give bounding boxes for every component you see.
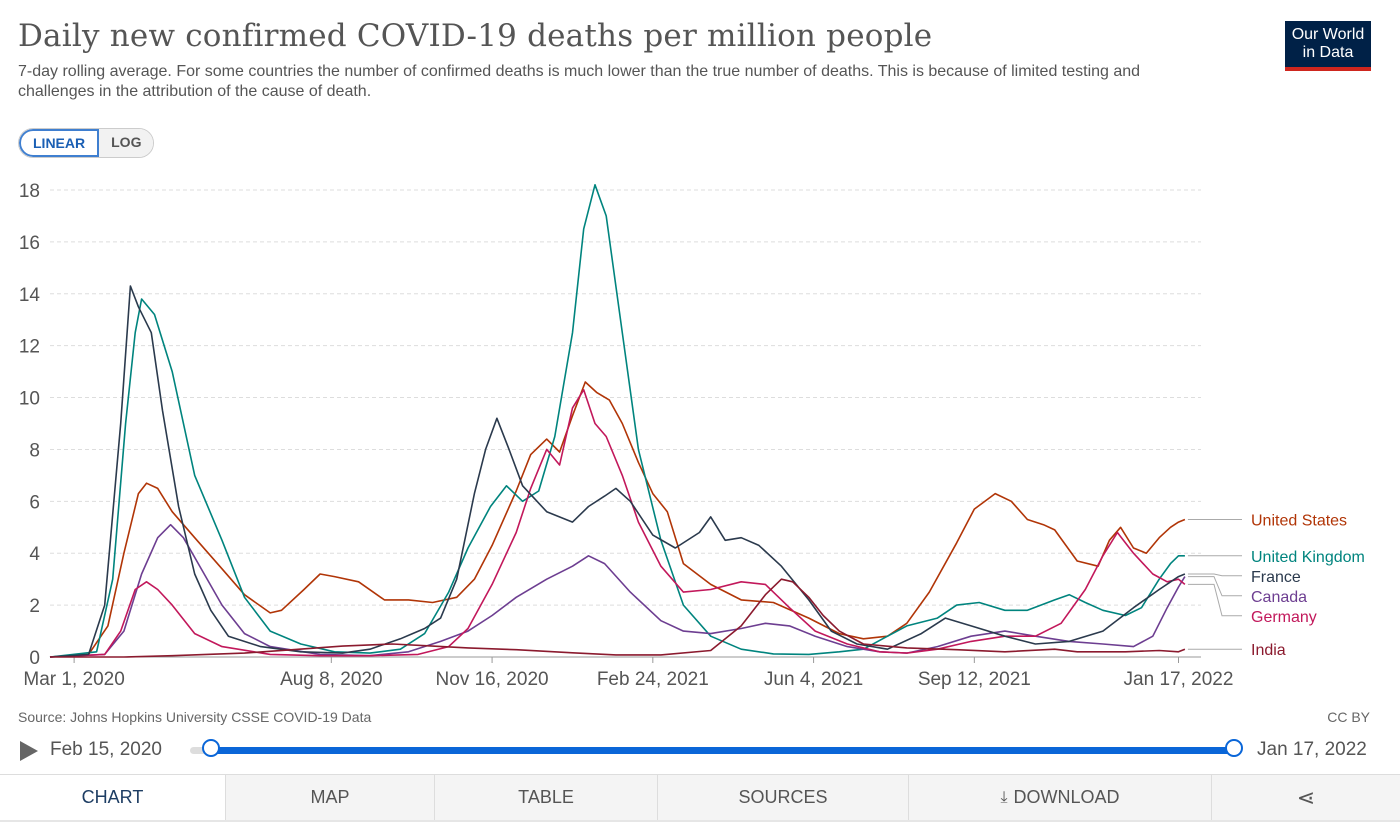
y-tick-label: 14 bbox=[19, 285, 41, 306]
x-tick-label: Nov 16, 2020 bbox=[436, 669, 549, 690]
legend-leader-line bbox=[1187, 583, 1242, 617]
legend-label[interactable]: Germany bbox=[1251, 609, 1317, 626]
timeline-start-handle[interactable] bbox=[202, 739, 220, 757]
y-tick-label: 2 bbox=[29, 596, 40, 617]
end-labels: United States United Kingdom France Canada G… bbox=[1187, 512, 1365, 659]
tab-download-label: DOWNLOAD bbox=[1013, 787, 1120, 807]
tab-download[interactable]: ⤓ DOWNLOAD bbox=[908, 775, 1211, 820]
timeline: Feb 15, 2020 Jan 17, 2022 bbox=[0, 734, 1400, 768]
series-line-canada[interactable] bbox=[49, 523, 1186, 658]
tab-sources[interactable]: SOURCES bbox=[657, 775, 908, 820]
source-note: Source: Johns Hopkins University CSSE CO… bbox=[18, 709, 372, 725]
tab-chart-label: CHART bbox=[81, 787, 144, 807]
linear-scale-button[interactable]: LINEAR bbox=[19, 129, 100, 157]
x-tick-label: Jan 17, 2022 bbox=[1124, 669, 1234, 690]
chart-subtitle: 7-day rolling average. For some countrie… bbox=[18, 63, 1141, 100]
legend-label[interactable]: India bbox=[1251, 642, 1286, 659]
timeline-end-handle[interactable] bbox=[1225, 739, 1243, 757]
y-tick-label: 16 bbox=[19, 233, 40, 254]
tab-table-label: TABLE bbox=[518, 787, 574, 807]
tab-table[interactable]: TABLE bbox=[434, 775, 657, 820]
logo-line2: in Data bbox=[1302, 44, 1354, 61]
logo-line1: Our World bbox=[1291, 26, 1365, 43]
download-icon: ⤓ bbox=[1000, 788, 1008, 806]
legend-leader-line bbox=[1187, 573, 1242, 577]
line-chart: 0 2 4 6 8 10 12 14 16 18 Mar 1, 2020 Aug 8, 2020 No… bbox=[19, 181, 1365, 690]
grid-lines bbox=[50, 189, 1201, 658]
y-tick-label: 4 bbox=[29, 544, 40, 565]
series-line-germany[interactable] bbox=[49, 389, 1186, 658]
timeline-end-label: Jan 17, 2022 bbox=[1257, 739, 1367, 760]
timeline-start-label: Feb 15, 2020 bbox=[50, 739, 162, 760]
y-tick-label: 18 bbox=[19, 181, 40, 202]
series-line-united-states[interactable] bbox=[49, 381, 1186, 658]
y-tick-label: 6 bbox=[29, 492, 40, 513]
share-icon: ⋖ bbox=[1296, 784, 1316, 810]
y-axis: 0 2 4 6 8 10 12 14 16 18 bbox=[19, 181, 41, 669]
x-tick-label: Feb 24, 2021 bbox=[597, 669, 709, 690]
play-icon[interactable] bbox=[20, 741, 38, 761]
series-line-united-kingdom[interactable] bbox=[49, 184, 1185, 658]
tab-chart[interactable]: CHART bbox=[0, 775, 225, 820]
tab-map[interactable]: MAP bbox=[225, 775, 434, 820]
chart-title: Daily new confirmed COVID-19 deaths per … bbox=[18, 18, 933, 54]
tab-bar: CHART MAP TABLE SOURCES ⤓ DOWNLOAD ⋖ bbox=[0, 774, 1400, 822]
x-tick-label: Sep 12, 2021 bbox=[918, 669, 1031, 690]
series-line-france[interactable] bbox=[49, 285, 1186, 658]
scale-toggle: LINEAR LOG bbox=[18, 128, 155, 158]
x-tick-label: Mar 1, 2020 bbox=[23, 669, 124, 690]
x-tick-label: Aug 8, 2020 bbox=[280, 669, 382, 690]
owid-logo[interactable]: Our World in Data bbox=[1285, 21, 1371, 71]
tab-share[interactable]: ⋖ bbox=[1211, 775, 1400, 820]
x-axis: Mar 1, 2020 Aug 8, 2020 Nov 16, 2020 Feb 24… bbox=[23, 657, 1233, 690]
y-tick-label: 0 bbox=[29, 648, 40, 669]
y-tick-label: 12 bbox=[19, 337, 40, 358]
log-scale-button[interactable]: LOG bbox=[99, 129, 154, 157]
series-line-india[interactable] bbox=[50, 578, 1186, 658]
legend-label[interactable]: United Kingdom bbox=[1251, 549, 1365, 566]
legend-label[interactable]: Canada bbox=[1251, 589, 1307, 606]
timeline-selected-range bbox=[211, 747, 1234, 754]
legend-leader-line bbox=[1187, 576, 1242, 597]
y-tick-label: 10 bbox=[19, 389, 40, 410]
license-link[interactable]: CC BY bbox=[1327, 709, 1370, 725]
series-lines bbox=[49, 184, 1186, 658]
legend-label[interactable]: United States bbox=[1251, 512, 1347, 529]
legend-label[interactable]: France bbox=[1251, 569, 1301, 586]
x-tick-label: Jun 4, 2021 bbox=[764, 669, 863, 690]
tab-sources-label: SOURCES bbox=[738, 787, 828, 807]
y-tick-label: 8 bbox=[29, 440, 40, 461]
tab-map-label: MAP bbox=[310, 787, 350, 807]
